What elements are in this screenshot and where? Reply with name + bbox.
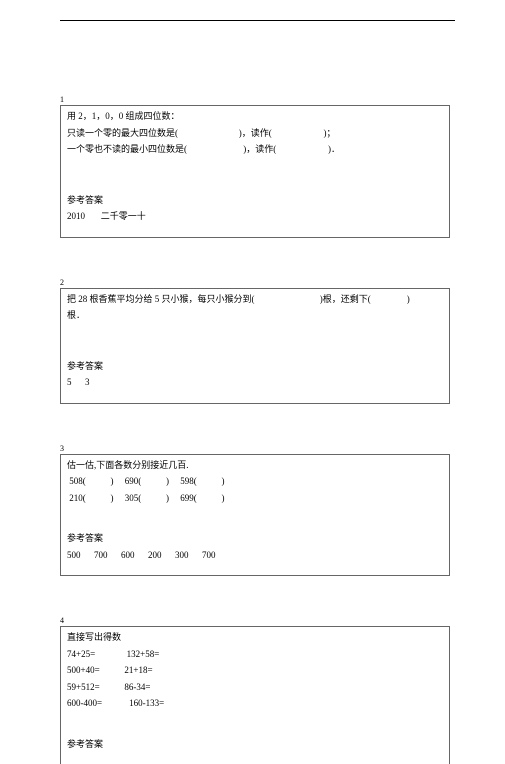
q3-box: 估一估,下面各数分别接近几百. 508( ) 690( ) 598( ) 210…: [60, 454, 450, 577]
q4-row3: 59+512= 86-34=: [67, 681, 443, 695]
q1-line1: 用 2，1，0，0 组成四位数：: [67, 110, 443, 124]
q3-answer-label: 参考答案: [67, 532, 443, 546]
q4-row1: 74+25= 132+58=: [67, 648, 443, 662]
q4-line1: 直接写出得数: [67, 631, 443, 645]
question-4: 4 直接写出得数 74+25= 132+58= 500+40= 21+18= 5…: [60, 616, 455, 764]
q2-answer-label: 参考答案: [67, 360, 443, 374]
q4-answer-label: 参考答案: [67, 738, 443, 752]
q3-number: 3: [60, 444, 455, 453]
q4-row2: 500+40= 21+18=: [67, 664, 443, 678]
q3-row1: 508( ) 690( ) 598( ): [67, 475, 443, 489]
q3-answer: 500 700 600 200 300 700: [67, 549, 443, 563]
q1-line3: 一个零也不读的最小四位数是( )，读作( )．: [67, 143, 443, 157]
q4-number: 4: [60, 616, 455, 625]
q2-line2: 根．: [67, 309, 443, 323]
q1-answer-label: 参考答案: [67, 194, 443, 208]
q1-line2: 只读一个零的最大四位数是( )，读作( )；: [67, 127, 443, 141]
q4-box: 直接写出得数 74+25= 132+58= 500+40= 21+18= 59+…: [60, 626, 450, 764]
question-1: 1 用 2，1，0，0 组成四位数： 只读一个零的最大四位数是( )，读作( )…: [60, 95, 455, 238]
q1-answer: 2010 二千零一十: [67, 210, 443, 224]
question-2: 2 把 28 根香蕉平均分给 5 只小猴，每只小猴分到( )根，还剩下( ) 根…: [60, 278, 455, 404]
page-content: 1 用 2，1，0，0 组成四位数： 只读一个零的最大四位数是( )，读作( )…: [60, 0, 455, 764]
q3-line1: 估一估,下面各数分别接近几百.: [67, 459, 443, 473]
q1-box: 用 2，1，0，0 组成四位数： 只读一个零的最大四位数是( )，读作( )； …: [60, 105, 450, 238]
q3-row2: 210( ) 305( ) 699( ): [67, 492, 443, 506]
q2-number: 2: [60, 278, 455, 287]
q1-number: 1: [60, 95, 455, 104]
q2-answer: 5 3: [67, 376, 443, 390]
q2-line1: 把 28 根香蕉平均分给 5 只小猴，每只小猴分到( )根，还剩下( ): [67, 293, 443, 307]
question-3: 3 估一估,下面各数分别接近几百. 508( ) 690( ) 598( ) 2…: [60, 444, 455, 577]
q4-row4: 600-400= 160-133=: [67, 697, 443, 711]
q2-box: 把 28 根香蕉平均分给 5 只小猴，每只小猴分到( )根，还剩下( ) 根． …: [60, 288, 450, 404]
